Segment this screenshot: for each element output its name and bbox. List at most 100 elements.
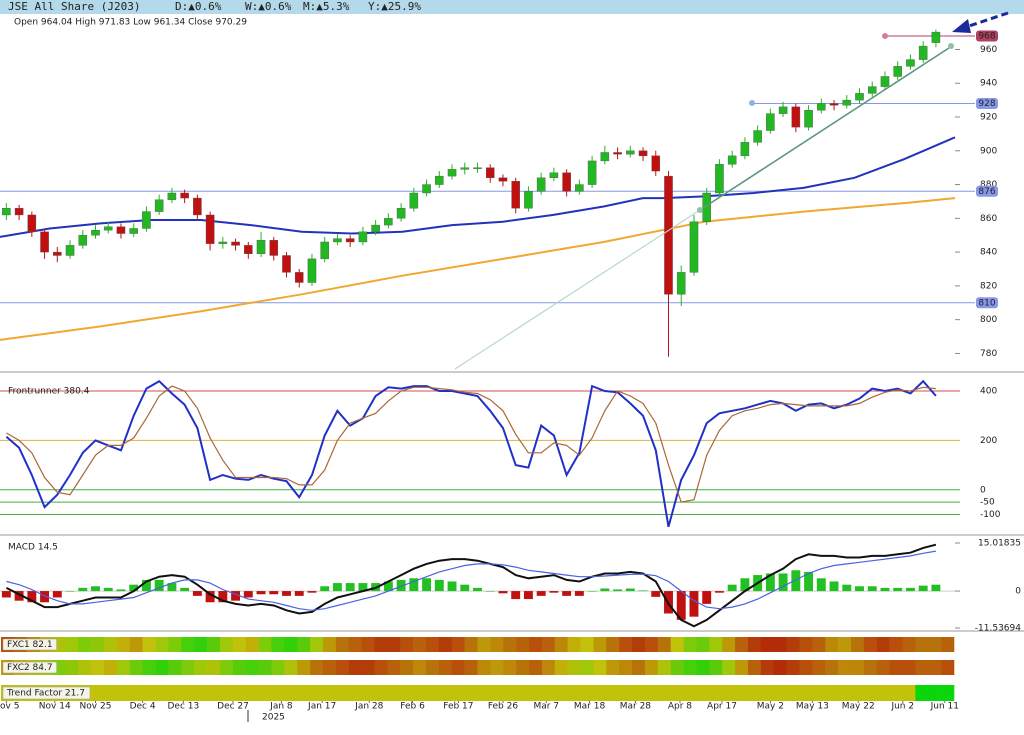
heat-cell [554, 685, 568, 701]
histogram-bar [727, 584, 737, 592]
candle-body [78, 235, 88, 246]
heat-cell [335, 660, 350, 675]
heat-cell [529, 685, 543, 701]
heat-cell [670, 637, 684, 652]
candle-body [358, 231, 368, 243]
heat-cell [644, 660, 659, 675]
candle-body [244, 245, 253, 254]
heat-cell [503, 685, 517, 701]
heat-cell [850, 685, 865, 701]
histogram-bar [65, 591, 75, 592]
line-series [5, 543, 937, 628]
heat-cell [284, 685, 298, 701]
heat-cell [425, 637, 440, 652]
candle-body [638, 150, 648, 157]
heat-cell [194, 685, 208, 701]
candle-body [511, 180, 520, 209]
arrow-line [965, 11, 1009, 29]
heat-cell [516, 637, 530, 652]
heat-cell [632, 685, 646, 701]
row-label: FXC1 82.1 [7, 640, 53, 650]
heat-cell [915, 685, 929, 701]
histogram-bar [1, 591, 11, 598]
histogram-bar [116, 589, 126, 592]
period-change: W:▲0.6% [245, 0, 292, 13]
heat-cell [567, 660, 581, 675]
candle-body [485, 167, 495, 179]
y-tick-label: 820 [980, 281, 997, 291]
heat-cell [683, 660, 697, 675]
candle-body [931, 31, 941, 43]
candle-body [575, 184, 584, 192]
heat-cell [374, 660, 388, 675]
histogram-bar [574, 591, 584, 596]
candle-body [384, 218, 393, 226]
candle-body [103, 226, 113, 231]
heat-cell [747, 637, 762, 652]
heat-cell [400, 685, 414, 701]
heat-cell [310, 685, 324, 701]
histogram-bar [714, 591, 724, 593]
heat-cell [374, 685, 388, 701]
histogram-bar [40, 591, 50, 603]
heat-cell [529, 637, 543, 652]
heat-cell [915, 660, 929, 675]
candle-body [855, 93, 864, 101]
heat-cell [142, 660, 156, 675]
histogram-bar [154, 579, 164, 592]
histogram-bar [332, 583, 342, 592]
heat-cell [670, 660, 684, 675]
y-tick-label: 880 [980, 180, 997, 190]
candle-body [664, 175, 673, 295]
histogram-bar [638, 590, 648, 592]
heat-cell [91, 660, 105, 675]
candle-body [613, 152, 622, 155]
heat-cell [863, 685, 878, 701]
heat-cell [593, 685, 607, 701]
histogram-bar [180, 587, 190, 592]
row-label: FXC2 84.7 [7, 663, 53, 673]
heat-cell [773, 685, 787, 701]
heat-cell [219, 637, 234, 652]
period-change: D:▲0.6% [175, 0, 222, 13]
trend-line [699, 45, 953, 211]
heat-cell [232, 637, 246, 652]
y-tick-label: 840 [980, 248, 997, 258]
row-label-bg [2, 661, 57, 674]
heat-cell [322, 637, 337, 652]
histogram-bar [141, 579, 151, 592]
candle-body [294, 272, 304, 283]
y-tick-label: 940 [980, 79, 997, 89]
heat-cell [825, 685, 839, 701]
heat-cell [155, 685, 169, 701]
y-tick-label: -11.53694 [975, 624, 1021, 634]
y-tick-label: -50 [980, 498, 995, 508]
heat-cell [516, 685, 530, 701]
histogram-bar [893, 587, 903, 592]
heat-cell [606, 637, 620, 652]
x-tick-label: Apr 8 [668, 702, 692, 712]
heat-cell [825, 660, 839, 675]
heat-cell [812, 637, 826, 652]
heat-cell [554, 660, 568, 675]
y-tick-label: 400 [980, 387, 997, 397]
candle-body [307, 258, 317, 283]
heat-cell [387, 660, 401, 675]
heat-cell [232, 660, 246, 675]
histogram-bar [129, 584, 139, 592]
candle-body [880, 76, 890, 87]
heat-cell [747, 685, 762, 701]
heat-cell [477, 660, 491, 675]
heat-cell [696, 660, 710, 675]
candle-body [154, 199, 164, 212]
histogram-bar [447, 581, 457, 592]
level-label: 810 [978, 298, 995, 308]
histogram-bar [231, 591, 241, 601]
ohlc-text: Open 964.04 High 971.83 Low 961.34 Close… [14, 18, 247, 28]
candle-body [524, 191, 533, 209]
heat-cell [799, 637, 813, 652]
candle-body [536, 177, 546, 192]
heat-cell [284, 660, 298, 675]
heat-cell [593, 637, 607, 652]
heat-cell [284, 637, 298, 652]
